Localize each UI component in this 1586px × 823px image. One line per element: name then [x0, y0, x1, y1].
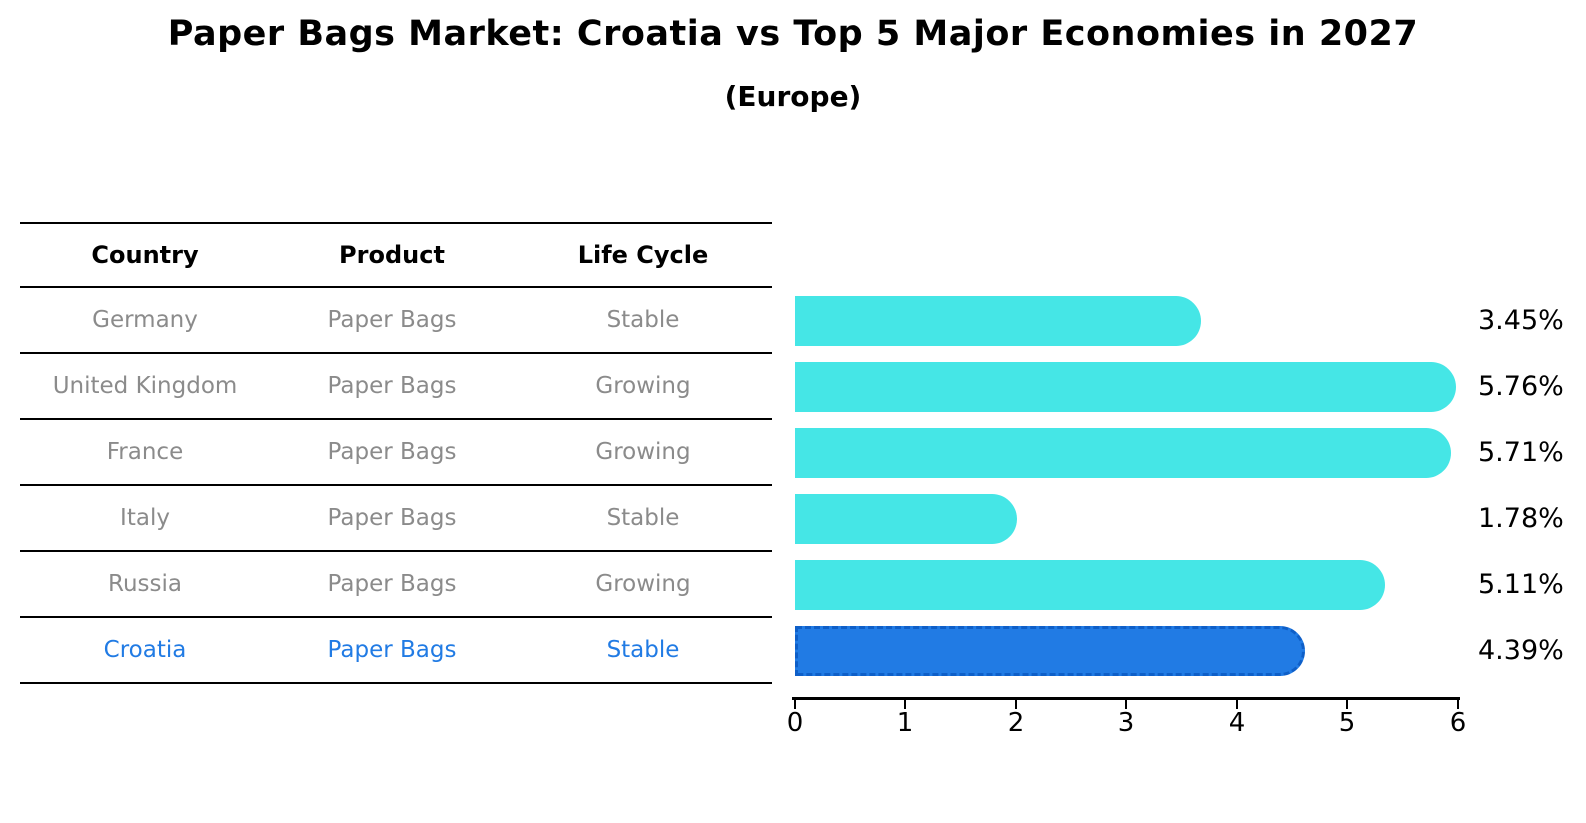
cell-lifecycle: Growing [595, 373, 691, 399]
cell-product: Paper Bags [327, 571, 457, 597]
x-axis-tick-label: 1 [896, 708, 914, 738]
x-axis-tick [1457, 700, 1459, 709]
header-lifecycle: Life Cycle [577, 241, 709, 269]
cell-country: France [106, 439, 184, 465]
value-label-italy: 1.78% [1478, 503, 1564, 534]
comparison-table: Country Product Life Cycle Germany Paper… [20, 222, 772, 684]
table-header-row: Country Product Life Cycle [20, 222, 772, 288]
x-axis-line [792, 697, 1460, 700]
value-label-croatia: 4.39% [1478, 635, 1564, 666]
x-axis-tick-label: 0 [786, 708, 804, 738]
value-label-united-kingdom: 5.76% [1478, 371, 1564, 402]
bar-russia [795, 560, 1385, 610]
cell-country: Italy [120, 505, 170, 531]
table-row-united-kingdom: United Kingdom Paper Bags Growing [20, 354, 772, 420]
x-axis-tick [1125, 700, 1127, 709]
cell-country: Croatia [103, 637, 187, 663]
bar-united-kingdom [795, 362, 1457, 412]
table-row-italy: Italy Paper Bags Stable [20, 486, 772, 552]
table-row-france: France Paper Bags Growing [20, 420, 772, 486]
x-axis-tick-label: 5 [1338, 708, 1356, 738]
x-axis-tick [904, 700, 906, 709]
header-country: Country [91, 241, 199, 269]
table-row-germany: Germany Paper Bags Stable [20, 288, 772, 354]
x-axis-tick [794, 700, 796, 709]
value-label-russia: 5.11% [1478, 569, 1564, 600]
bar-italy [795, 494, 1017, 544]
chart-subtitle: (Europe) [724, 80, 862, 113]
table-row-russia: Russia Paper Bags Growing [20, 552, 772, 618]
cell-country: Germany [92, 307, 198, 333]
x-axis-tick-label: 4 [1228, 708, 1246, 738]
chart-title: Paper Bags Market: Croatia vs Top 5 Majo… [167, 14, 1419, 54]
cell-lifecycle: Stable [606, 505, 680, 531]
cell-product: Paper Bags [327, 637, 457, 663]
cell-lifecycle: Growing [595, 439, 691, 465]
cell-lifecycle: Growing [595, 571, 691, 597]
table-row-croatia: Croatia Paper Bags Stable [20, 618, 772, 684]
cell-product: Paper Bags [327, 439, 457, 465]
cell-lifecycle: Stable [606, 637, 680, 663]
bar-germany [795, 296, 1202, 346]
x-axis-tick-label: 3 [1117, 708, 1135, 738]
cell-country: Russia [108, 571, 182, 597]
x-axis-tick [1236, 700, 1238, 709]
x-axis-tick-label: 2 [1007, 708, 1025, 738]
value-label-france: 5.71% [1478, 437, 1564, 468]
header-product: Product [339, 241, 445, 269]
x-axis-tick [1015, 700, 1017, 709]
cell-product: Paper Bags [327, 373, 457, 399]
cell-lifecycle: Stable [606, 307, 680, 333]
bar-croatia [795, 626, 1306, 676]
value-label-germany: 3.45% [1478, 305, 1564, 336]
cell-product: Paper Bags [327, 307, 457, 333]
cell-country: United Kingdom [52, 373, 238, 399]
cell-product: Paper Bags [327, 505, 457, 531]
x-axis-tick [1346, 700, 1348, 709]
x-axis-tick-label: 6 [1449, 708, 1467, 738]
bar-france [795, 428, 1451, 478]
